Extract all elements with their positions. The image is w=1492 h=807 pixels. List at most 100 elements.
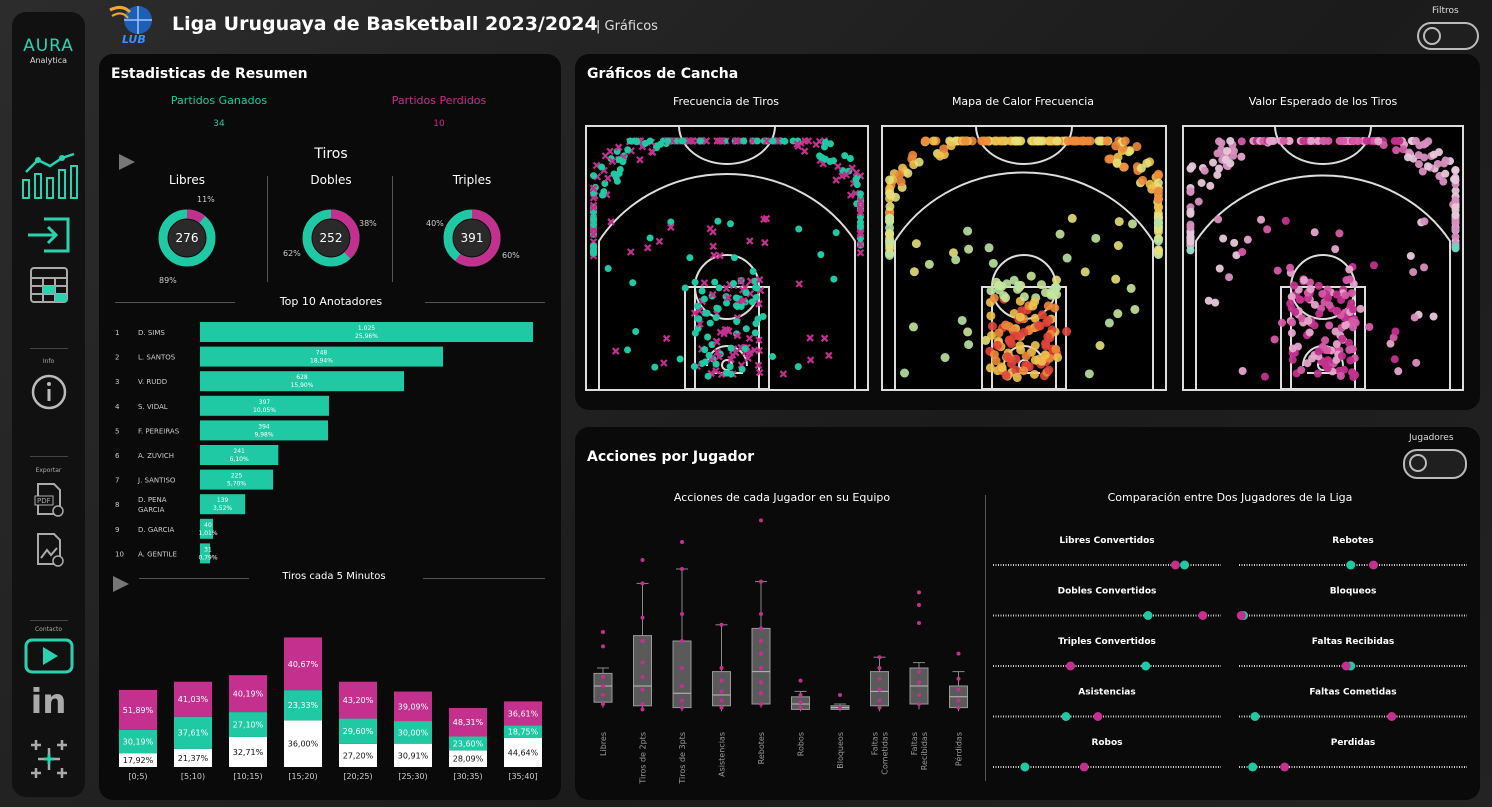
expected-value-point [1285, 136, 1294, 145]
made-shot-mark [590, 172, 598, 180]
made-shot-mark [846, 154, 854, 162]
made-shot-mark [752, 284, 760, 292]
heat-point [940, 353, 950, 363]
expected-value-point [1237, 137, 1246, 146]
heat-point [1002, 279, 1012, 289]
expected-value-point [1288, 344, 1297, 353]
info-icon[interactable] [12, 372, 85, 416]
heat-point [1009, 331, 1019, 341]
linkedin-icon[interactable]: in [30, 682, 67, 722]
player-comparison: Libres Convertidos Rebotes Dobles Converti… [993, 536, 1467, 772]
expected-value-point [1349, 373, 1358, 382]
scorer-name: L. SANTOS [138, 354, 176, 362]
scorer-bar [200, 469, 274, 490]
expected-value-point [1345, 265, 1354, 274]
expected-value-point [1433, 159, 1442, 168]
missed-shot-mark [812, 140, 820, 149]
expected-value-point [1306, 285, 1315, 294]
scorer-pct: 10,05% [253, 407, 276, 414]
expected-value-point [1410, 313, 1419, 322]
box-point [798, 678, 803, 683]
expected-value-point [1395, 136, 1404, 145]
made-shot-mark [729, 280, 737, 288]
heat-point [1101, 136, 1111, 146]
made-shot-mark [830, 275, 838, 283]
expected-value-point [1288, 318, 1297, 327]
svg-text:PDF: PDF [37, 497, 51, 505]
heat-point [948, 248, 958, 258]
export-pdf-icon[interactable]: PDF [12, 482, 85, 522]
box-point [601, 693, 605, 697]
compare-player1-dot [1020, 762, 1030, 772]
expected-value-point [1287, 292, 1296, 301]
expected-value-point [1336, 371, 1345, 380]
missed-shot-mark [779, 370, 788, 378]
expected-value-point [1429, 312, 1438, 321]
box-point [759, 518, 763, 523]
stacked-segment [119, 729, 157, 754]
made-shot-mark [615, 156, 623, 164]
expected-value-point [1232, 251, 1241, 260]
segment-label: 51,89% [123, 706, 154, 715]
expected-value-point [1439, 177, 1448, 186]
missed-shot-mark [806, 356, 815, 364]
filters-toggle[interactable] [1417, 22, 1479, 50]
expected-value-court [1182, 125, 1464, 391]
lost-label: Partidos Perdidos [391, 94, 487, 107]
expected-value-point [1349, 136, 1358, 145]
won-label: Partidos Ganados [170, 94, 268, 107]
missed-shot-mark [723, 326, 731, 334]
stacked-segment [229, 736, 267, 767]
table-nav-icon[interactable] [12, 266, 85, 310]
charts-nav-icon[interactable] [12, 152, 85, 206]
missed-shot-mark [715, 352, 723, 361]
compare-label: Perdidas [1331, 738, 1376, 748]
expected-value-point [1290, 281, 1299, 290]
heat-point [1104, 318, 1114, 328]
expected-value-point [1347, 289, 1356, 298]
scorer-rank: 5 [115, 427, 119, 435]
play-icon-2[interactable] [111, 574, 131, 598]
players-toggle[interactable] [1403, 449, 1467, 479]
box-point [759, 666, 763, 670]
play-icon[interactable] [117, 152, 137, 176]
heat-point [1112, 158, 1122, 168]
donut-teal-label: 62% [283, 249, 301, 258]
box-point [640, 558, 645, 562]
heat-point [1029, 369, 1039, 379]
box-point [956, 705, 961, 710]
heat-point [1052, 136, 1062, 146]
expected-value-point [1342, 276, 1351, 285]
heat-point [1091, 233, 1101, 243]
heat-point [1006, 359, 1016, 369]
made-shot-mark [754, 315, 762, 323]
heat-point [928, 136, 938, 146]
made-shot-mark [613, 177, 621, 185]
box-point [640, 702, 645, 706]
missed-shot-mark [795, 280, 803, 288]
tableau-icon[interactable] [12, 736, 85, 786]
login-nav-icon[interactable] [12, 215, 85, 259]
missed-shot-mark [838, 172, 846, 180]
x-tick-label: [0;5) [128, 772, 147, 781]
heat-point [885, 202, 895, 212]
made-shot-mark [738, 365, 746, 373]
missed-shot-mark [636, 155, 644, 164]
made-shot-mark [832, 229, 840, 237]
donut-magenta-arc [158, 209, 216, 267]
donut-magenta-arc [302, 209, 360, 267]
export-image-icon[interactable] [12, 532, 85, 572]
box-category-label: Pérdidas [954, 732, 964, 766]
youtube-icon[interactable] [12, 638, 85, 678]
stacked-segment [174, 716, 212, 749]
box-point [877, 698, 882, 703]
made-shot-mark [856, 218, 864, 226]
expected-value-point [1441, 169, 1450, 178]
made-shot-mark [727, 370, 735, 378]
made-shot-mark [759, 313, 767, 321]
expected-value-point [1291, 308, 1300, 317]
segment-label: 18,75% [508, 728, 539, 737]
made-shot-mark [691, 278, 699, 286]
expected-value-point [1273, 266, 1282, 275]
box-point [917, 669, 921, 674]
